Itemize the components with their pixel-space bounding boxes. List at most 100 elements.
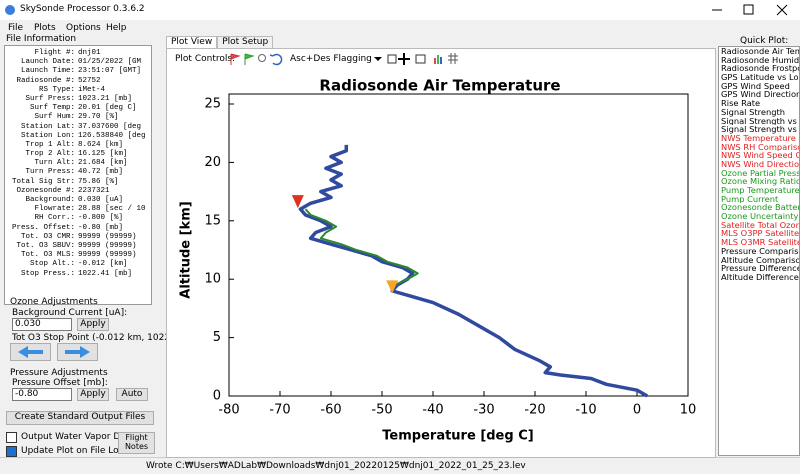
info-row: Radiosonde #: 52752 <box>5 77 151 86</box>
quick-plot-item[interactable]: NWS Wind Speed Co <box>721 151 799 160</box>
quick-plot-item[interactable]: Radiosonde Frostpoi <box>721 64 799 74</box>
file-info-box: Flight #: dnj01 Launch Date: 01/25/2022 [GM… <box>4 45 152 305</box>
info-key: Turn Alt: <box>34 159 75 168</box>
quick-plot-item[interactable]: Altitude Differences <box>721 272 799 282</box>
quick-plot-item[interactable]: Signal Strength <box>721 107 786 117</box>
checkbox-row[interactable]: Update Plot on File Load <box>6 444 135 458</box>
menu-item[interactable]: Help <box>106 23 127 33</box>
info-row: Station Lon: 126.538840 [deg <box>5 132 151 141</box>
tab[interactable]: Plot Setup <box>217 36 274 48</box>
flight-notes-button[interactable]: Flight Notes <box>118 432 155 454</box>
quick-plot-item[interactable]: MLS O3MR Satellite <box>721 238 799 247</box>
quick-plot-item[interactable]: Ozone Uncertainty <box>721 212 799 221</box>
apply-button[interactable]: Apply <box>77 318 109 331</box>
quick-plot-item[interactable]: GPS Latitude vs Lon <box>721 73 799 82</box>
checkbox[interactable] <box>6 445 17 457</box>
quick-plot-item[interactable]: Pump Current <box>721 194 779 204</box>
y-tick-label: 25 <box>204 97 221 112</box>
menu-item[interactable]: Options <box>66 23 101 33</box>
info-row: RH Corr.: -0.800 [%] <box>5 214 151 223</box>
arrow-buttons[interactable] <box>10 343 120 361</box>
quick-plot-item[interactable]: Ozone Mixing Ratio <box>721 177 799 186</box>
info-row: Stop Alt.: -0.012 [km] <box>5 260 151 269</box>
info-key: Turn Press: <box>25 168 75 177</box>
info-value: 20.01 [deg C] <box>78 104 137 113</box>
tab-bar: Plot View Plot Setup <box>166 36 274 48</box>
quick-plot-item[interactable]: NWS Wind Direction <box>721 159 799 169</box>
quick-plot-item[interactable]: MLS O3PP Satellite <box>721 229 799 239</box>
quick-plot-item[interactable]: Altitude Comparison <box>721 255 799 265</box>
info-key: Tot. O3 CMR: <box>20 232 75 241</box>
info-row: Tot. O3 CMR: 99999 (99999) <box>5 233 151 242</box>
tab[interactable]: Plot View <box>166 36 218 48</box>
info-row: Tot. O3 SBUV: 99999 (99999) <box>5 242 151 251</box>
info-row: Trop 1 Alt: 8.624 [km] <box>5 141 151 150</box>
quick-plot-item[interactable]: GPS Wind Speed <box>721 81 790 91</box>
quick-plot-item[interactable]: Radiosonde Humidity <box>721 55 799 65</box>
info-row: Background: 0.030 [uA] <box>5 196 151 205</box>
quick-plot-item[interactable]: Pressure Comparison <box>721 246 799 256</box>
info-key: Surf Hum: <box>34 113 75 122</box>
info-value: 16.125 [km] <box>78 150 128 159</box>
quick-plot-item[interactable]: NWS Temperature C <box>721 133 799 143</box>
info-key: Tot. O3 MLS: <box>20 251 75 260</box>
info-value: 0.030 [uA] <box>78 196 124 204</box>
info-row: Press. Offset: -0.80 [mb] <box>5 224 151 233</box>
info-row: Turn Press: 40.72 [mb] <box>5 168 151 177</box>
info-key: Flowrate: <box>34 205 75 214</box>
info-key: Flight #: <box>34 49 75 57</box>
quick-plot-item[interactable]: Satellite Total Ozone <box>721 220 799 230</box>
info-value: -0.012 [km] <box>78 260 128 269</box>
info-value: 126.538840 [deg <box>78 131 146 140</box>
quick-plot-item[interactable]: Rise Rate <box>721 99 761 108</box>
info-value: -0.80 [mb] <box>78 223 124 232</box>
auto-button[interactable]: Auto <box>116 388 148 401</box>
checkbox-row[interactable]: Output Water Vapor Data <box>6 430 135 444</box>
quick-plot-item[interactable]: Signal Strength vs El <box>721 125 799 134</box>
quick-plot-item[interactable]: Ozone Partial Pressu <box>721 168 799 178</box>
menu-item[interactable]: File <box>8 23 24 33</box>
x-tick-label: -40 <box>422 403 443 418</box>
x-axis-label: Temperature [deg C] <box>382 429 533 444</box>
text-input[interactable]: -0.80 <box>12 388 72 401</box>
quick-plot-item[interactable]: NWS RH Comparison <box>721 142 799 152</box>
quick-plot-item[interactable]: Pump Temperature <box>721 186 799 195</box>
checkbox-group: Output Water Vapor Data Update Plot on Fi… <box>6 430 135 458</box>
info-value: 23:51:07 [GMT] <box>78 67 142 76</box>
info-key: Launch Date: <box>20 58 75 67</box>
info-row: Ozonesonde #: 2237321 <box>5 187 151 196</box>
chart-title: Radiosonde Air Temperature <box>319 77 560 95</box>
info-row: Turn Alt: 21.684 [km] <box>5 159 151 168</box>
menu-item[interactable]: Plots <box>34 23 56 33</box>
x-tick-label: -20 <box>524 403 545 418</box>
quick-plot-item[interactable]: Ozonesonde Battery <box>721 203 799 213</box>
info-value: 01/25/2022 [GM <box>78 58 142 67</box>
info-value: iMet-4 <box>78 85 106 94</box>
status-text: Wrote C:₩Users₩ADLab₩Downloads₩dnj01_202… <box>146 461 526 471</box>
quick-plot-item[interactable]: Signal Strength vs Di <box>721 116 799 126</box>
window-controls[interactable] <box>700 0 800 20</box>
info-key: Background: <box>25 196 75 204</box>
x-tick-label: -30 <box>473 403 494 418</box>
info-row: RS Type: iMet-4 <box>5 86 151 95</box>
quick-plot-item[interactable]: Radiosonde Air Temp <box>721 47 799 56</box>
quick-plot-item[interactable]: Pressure Differences <box>721 264 799 273</box>
flagging-dropdown[interactable]: Asc+Des Flagging <box>290 54 372 64</box>
y-tick-label: 5 <box>213 330 221 345</box>
profile-line <box>304 208 419 285</box>
stop-point-label: Tot O3 Stop Point (-0.012 km, 1022.41 m <box>12 333 196 343</box>
info-value: 37.037600 [deg <box>78 122 142 131</box>
info-key: Press. Offset: <box>11 223 75 232</box>
toolbar-icons[interactable] <box>229 52 289 66</box>
text-input[interactable]: 0.030 <box>12 318 72 331</box>
create-output-button[interactable]: Create Standard Output Files <box>6 411 154 425</box>
tab-panel <box>166 48 716 458</box>
apply-button[interactable]: Apply <box>77 388 109 401</box>
info-row: Surf Temp: 20.01 [deg C] <box>5 104 151 113</box>
info-key: Stop Press.: <box>20 269 75 278</box>
checkbox[interactable] <box>6 431 17 443</box>
group-label: Ozone Adjustments <box>10 297 98 307</box>
quick-plot-item[interactable]: GPS Wind Direction <box>721 90 799 100</box>
toolbar-icons[interactable] <box>372 52 462 66</box>
